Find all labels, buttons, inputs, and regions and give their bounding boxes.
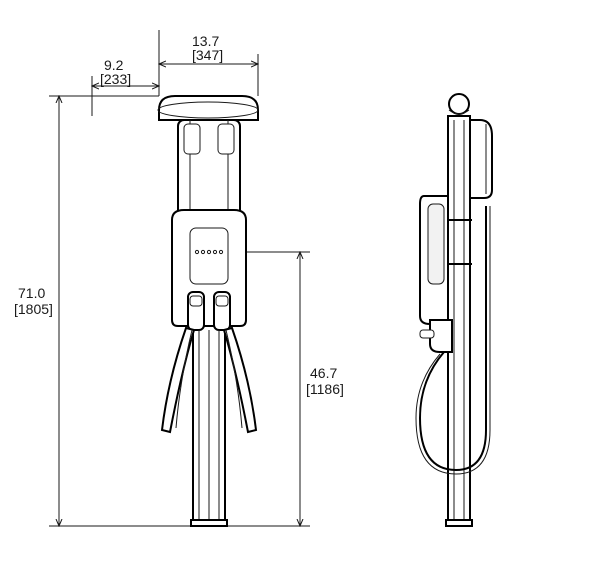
dim-indicator-height-in: 46.7 [310, 365, 337, 381]
side-view [416, 94, 492, 526]
dim-top-width-mm: [347] [192, 47, 223, 63]
side-charge-handle [420, 320, 452, 352]
dim-indicator-height-mm: [1186] [306, 381, 344, 397]
dim-total-height: 71.0 [1805] [14, 96, 193, 526]
dim-total-height-in: 71.0 [18, 285, 45, 301]
dim-total-height-mm: [1805] [14, 301, 53, 317]
charge-handle-left [188, 292, 204, 330]
front-view [158, 96, 258, 526]
dim-left-offset-mm: [233] [100, 71, 131, 87]
dim-left-offset: 9.2 [233] [92, 57, 159, 116]
charge-handle-right [214, 292, 230, 330]
dim-top-width: 13.7 [347] [159, 30, 258, 96]
